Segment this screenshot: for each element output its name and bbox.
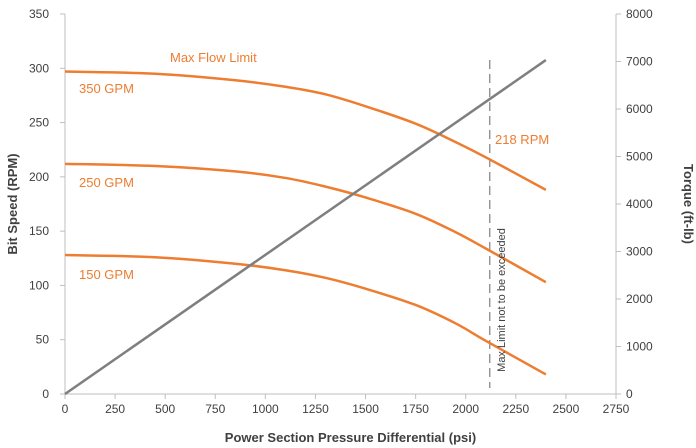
x-tick-label: 1000 [252,402,279,416]
y2-tick-label: 3000 [626,245,653,259]
axes [60,13,621,399]
y2-tick-label: 8000 [626,7,653,21]
x-axis-title: Power Section Pressure Differential (psi… [225,430,476,445]
series-group [64,59,547,396]
y-tick-label: 250 [29,116,49,130]
y2-tick-label: 1000 [626,340,653,354]
y-tick-label: 350 [29,7,49,21]
rpm-line-150-gpm [64,253,547,376]
y-tick-label: 300 [29,61,49,75]
x-tick-label: 2500 [553,402,580,416]
rpm-line-350-gpm [64,70,547,191]
torque-line [64,59,547,396]
series-label-150-gpm: 150 GPM [79,267,134,282]
x-tick-label: 250 [105,402,125,416]
x-tick-label: 1250 [302,402,329,416]
annotations: Max Flow Limit 350 GPM 250 GPM 150 GPM 218 R… [79,50,549,372]
y-tick-label: 200 [29,170,49,184]
x-tick-label: 1750 [402,402,429,416]
max-flow-limit-label: Max Flow Limit [170,50,257,65]
series-label-350-gpm: 350 GPM [79,81,134,96]
y2-tick-label: 6000 [626,102,653,116]
x-tick-label: 1500 [352,402,379,416]
y-axis-title: Bit Speed (RPM) [5,153,20,254]
tick-labels: 0 250 500 750 1000 1250 1500 1750 2000 2250 2500 27… [29,7,653,416]
rpm-line-250-gpm [64,162,547,284]
x-tick-label: 0 [62,402,69,416]
y2-axis-title: Torque (ft-lb) [681,164,696,244]
x-tick-label: 750 [205,402,225,416]
y2-tick-label: 0 [626,387,633,401]
x-tick-label: 2250 [502,402,529,416]
y2-tick-label: 7000 [626,55,653,69]
x-tick-label: 2750 [603,402,630,416]
y-tick-label: 100 [29,278,49,292]
series-label-250-gpm: 250 GPM [79,175,134,190]
x-tick-label: 2000 [452,402,479,416]
y-tick-label: 50 [36,333,50,347]
y-tick-label: 150 [29,224,49,238]
y2-tick-label: 4000 [626,197,653,211]
x-tick-label: 500 [155,402,175,416]
y-tick-label: 0 [42,387,49,401]
y2-tick-label: 5000 [626,150,653,164]
y2-tick-label: 2000 [626,292,653,306]
rpm-218-label: 218 RPM [495,132,549,147]
max-limit-label: Max Limit not to be exceeded [496,228,508,372]
